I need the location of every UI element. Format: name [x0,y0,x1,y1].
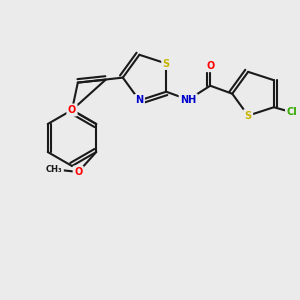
Text: S: S [163,58,170,68]
Text: O: O [206,61,214,71]
Text: CH₃: CH₃ [46,166,63,175]
Text: O: O [68,105,76,115]
Text: Cl: Cl [286,107,297,117]
Text: N: N [135,95,143,105]
Text: NH: NH [180,95,196,105]
Text: S: S [244,111,252,121]
Text: O: O [74,167,82,177]
